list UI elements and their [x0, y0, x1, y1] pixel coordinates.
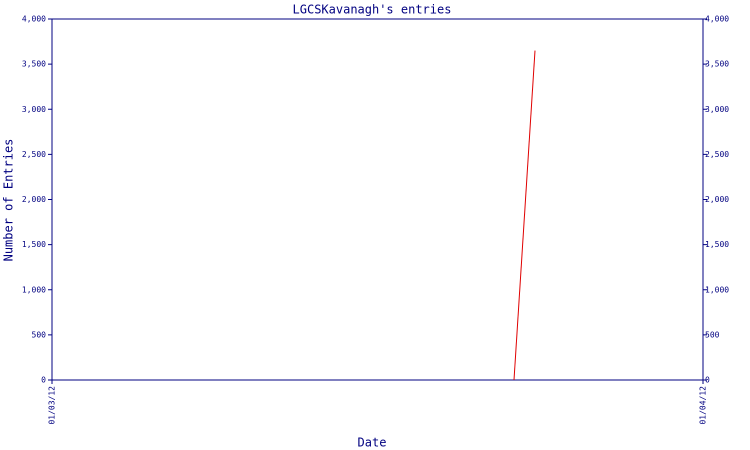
y2-tick-label: 0: [705, 376, 710, 385]
x-tick-label: 01/03/12: [48, 386, 57, 425]
y-tick-label: 3,000: [22, 105, 46, 114]
y-tick-label: 4,000: [22, 15, 46, 24]
y-tick-label: 1,000: [22, 285, 46, 294]
y2-tick-label: 2,000: [705, 195, 729, 204]
y2-tick-label: 1,500: [705, 240, 729, 249]
y-axis-label: Number of Entries: [2, 139, 16, 262]
y2-tick-label: 2,500: [705, 150, 729, 159]
plot-frame: [51, 18, 704, 381]
x-axis-label: Date: [358, 436, 387, 450]
x-tick-label: 01/04/12: [699, 386, 708, 425]
y2-tick-label: 1,000: [705, 285, 729, 294]
y-tick-label: 0: [41, 376, 46, 385]
y2-tick-label: 4,000: [705, 15, 729, 24]
y-tick-label: 2,500: [22, 150, 46, 159]
y-tick-label: 2,000: [22, 195, 46, 204]
data-line: [513, 50, 536, 381]
y-tick-label: 1,500: [22, 240, 46, 249]
y-tick-label: 3,500: [22, 60, 46, 69]
y2-tick-label: 3,500: [705, 60, 729, 69]
y-tick-label: 500: [32, 330, 47, 339]
chart-title: LGCSKavanagh's entries: [293, 3, 452, 17]
y2-tick-label: 500: [705, 330, 720, 339]
y2-tick-label: 3,000: [705, 105, 729, 114]
